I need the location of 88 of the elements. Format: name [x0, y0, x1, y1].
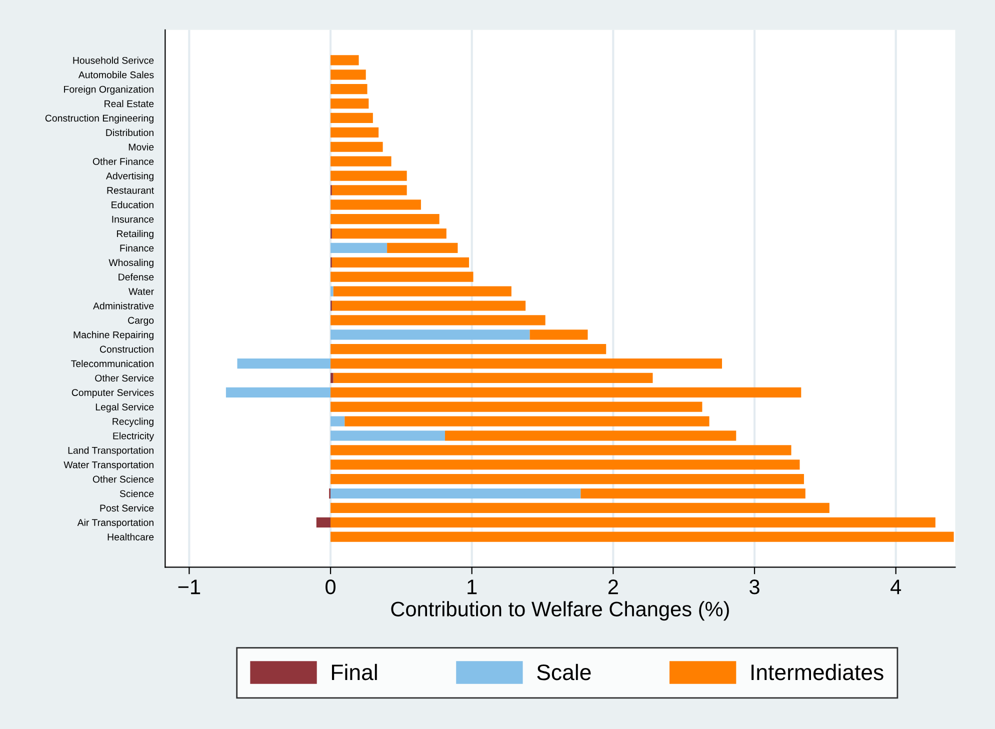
y-tick-label: Education — [112, 201, 154, 208]
bar — [330, 272, 474, 282]
bar — [330, 55, 359, 66]
y-tick-label: Defense — [118, 273, 154, 280]
x-axis-title: Contribution to Welfare Changes (%) — [391, 601, 729, 621]
y-tick-label: Electricity — [113, 432, 154, 442]
bar — [330, 330, 530, 340]
x-tick-label: 1 — [468, 580, 477, 594]
y-tick-label: Restaurant — [107, 187, 154, 194]
bar — [330, 502, 830, 513]
bar — [237, 358, 331, 369]
y-tick-label: Legal Service — [96, 403, 154, 412]
y-tick-label: Automobile Sales — [78, 71, 154, 78]
y-tick-label: Land Transportation — [68, 446, 154, 456]
x-tick-label: −1 — [178, 580, 200, 594]
y-tick-label: Recycling — [112, 418, 154, 427]
bar — [330, 372, 334, 384]
bar — [330, 402, 702, 412]
bar — [330, 84, 368, 94]
y-tick-label: Computer Services — [72, 388, 154, 398]
y-tick-label: Other Finance — [92, 158, 154, 165]
y-tick-label: Insurance — [112, 216, 154, 223]
y-tick-label: Telecommunication — [71, 360, 154, 368]
x-tick-label: 3 — [750, 580, 760, 594]
y-tick-label: Retailing — [117, 230, 154, 240]
bar — [332, 300, 526, 311]
bar — [330, 445, 792, 456]
bar — [332, 257, 470, 268]
bar — [330, 156, 392, 166]
bar — [330, 170, 407, 181]
y-tick-label: Water Transportation — [64, 461, 154, 470]
y-tick-label: Distribution — [106, 128, 154, 136]
y-tick-label: Finance — [120, 244, 154, 252]
bar — [330, 532, 954, 542]
y-tick-label: Air Transportation — [77, 518, 154, 528]
bar — [330, 460, 800, 470]
bar — [387, 242, 458, 254]
y-tick-label: Machine Repairing — [74, 331, 154, 340]
y-tick-label: Movie — [128, 143, 154, 150]
bar — [330, 112, 373, 124]
y-tick-label: Administrative — [93, 302, 154, 310]
y-tick-label: Whosaling — [108, 258, 154, 268]
bar — [330, 315, 546, 326]
y-tick-label: Foreign Organization — [64, 86, 154, 95]
bar — [330, 286, 334, 296]
bar — [330, 344, 606, 354]
bar — [332, 228, 446, 239]
bar — [330, 127, 379, 138]
y-tick-label: Construction Engineering — [45, 114, 154, 124]
y-tick-label: Real Estate — [104, 100, 154, 108]
bar — [316, 517, 331, 528]
y-tick-label: Other Science — [92, 476, 154, 483]
bar — [332, 185, 407, 196]
legend-label: Scale — [537, 664, 591, 680]
bar — [445, 430, 736, 441]
y-tick-label: Post Service — [100, 504, 154, 512]
bar — [330, 387, 802, 398]
bar — [580, 488, 806, 499]
bar — [333, 286, 512, 296]
y-tick-label: Household Serivce — [73, 56, 154, 64]
y-tick-label: Healthcare — [108, 533, 154, 540]
y-tick-label: Advertising — [106, 172, 154, 182]
bar — [330, 430, 445, 441]
y-tick-label: Science — [120, 490, 154, 498]
bar — [330, 142, 383, 152]
bar — [330, 70, 366, 80]
bar — [330, 416, 345, 426]
bar — [226, 387, 331, 398]
x-tick-label: 2 — [608, 580, 618, 594]
y-tick-label: Construction — [100, 346, 154, 353]
x-tick-label: 4 — [890, 580, 902, 594]
y-tick-label: Water — [128, 288, 154, 295]
legend-label: Final — [332, 664, 377, 680]
bar — [330, 242, 388, 254]
bar — [530, 330, 588, 340]
bar — [330, 517, 936, 528]
bar — [330, 214, 440, 224]
bar — [330, 98, 369, 109]
bar — [330, 358, 722, 369]
y-tick-label: Cargo — [128, 316, 154, 326]
bar — [330, 474, 804, 484]
bar — [344, 416, 710, 426]
bar — [333, 372, 653, 384]
x-tick-label: 0 — [326, 580, 336, 594]
bar — [330, 200, 421, 210]
y-tick-label: Other Service — [95, 374, 154, 382]
bar — [330, 488, 581, 499]
legend-label: Intermediates — [752, 664, 884, 680]
